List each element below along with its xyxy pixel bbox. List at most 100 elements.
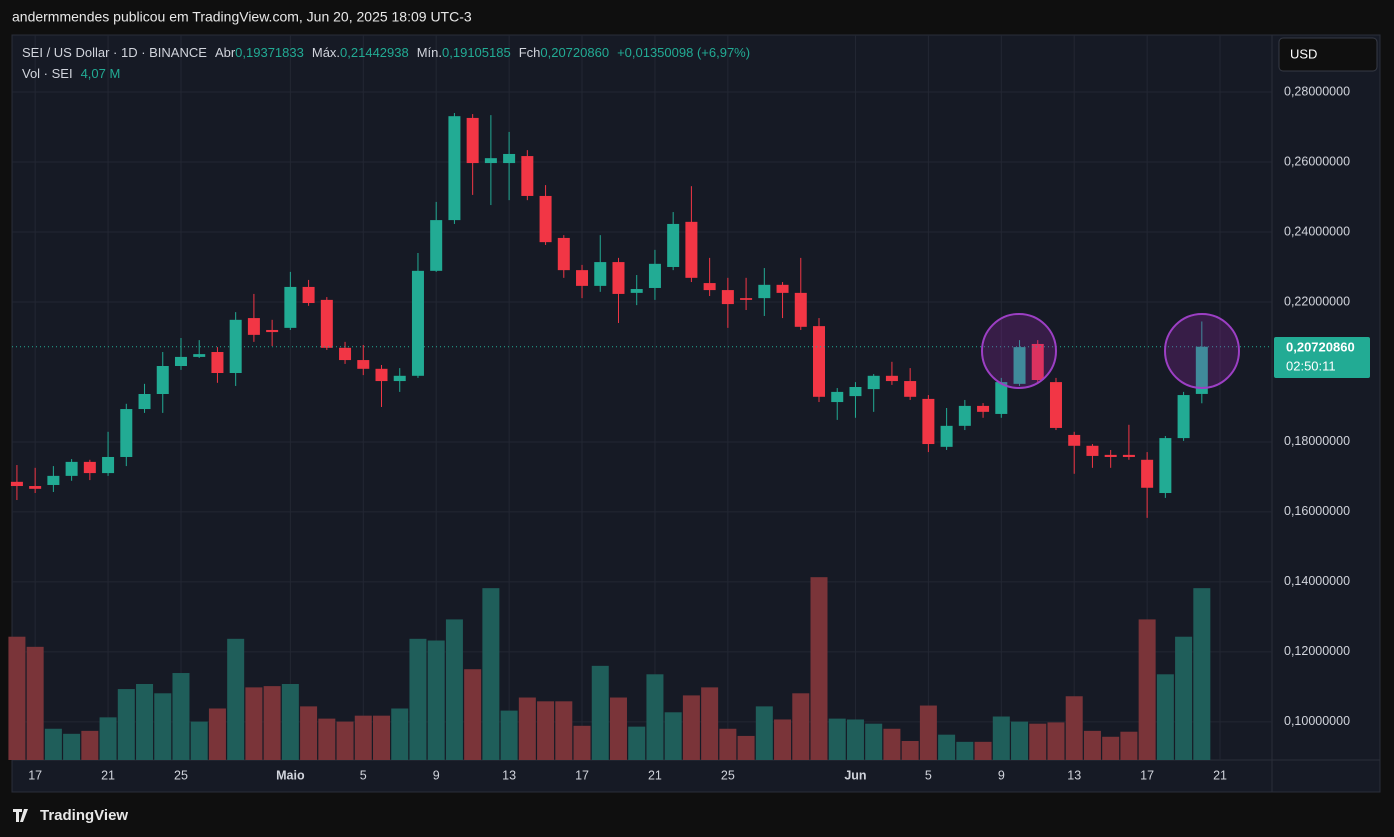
y-tick-label: 0,16000000 xyxy=(1284,504,1350,518)
volume-bar xyxy=(117,689,135,760)
candle-body xyxy=(156,366,169,395)
candle-body xyxy=(758,284,771,299)
x-tick-label: 5 xyxy=(360,768,367,782)
candle-body xyxy=(594,262,607,286)
volume-bar xyxy=(846,719,864,760)
candle-body xyxy=(1122,454,1135,457)
volume-bar xyxy=(774,719,792,760)
candle-body xyxy=(47,475,60,485)
candle-body xyxy=(776,284,789,293)
candle-body xyxy=(1068,434,1081,446)
candle-body xyxy=(995,382,1008,414)
volume-bar xyxy=(1193,588,1211,760)
x-tick-label: 13 xyxy=(502,768,516,782)
volume-bar xyxy=(1083,730,1101,760)
volume-bar xyxy=(810,577,828,760)
candle-body xyxy=(539,195,552,243)
candle-body xyxy=(302,286,315,304)
volume-bar xyxy=(974,741,992,760)
candle-body xyxy=(740,298,753,300)
x-tick-label: 21 xyxy=(101,768,115,782)
x-tick-label: 21 xyxy=(1213,768,1227,782)
volume-bar xyxy=(208,708,226,760)
volume-bar xyxy=(591,665,609,760)
volume-bar xyxy=(865,723,883,760)
candle-body xyxy=(1195,346,1208,394)
x-tick-label: 25 xyxy=(721,768,735,782)
candle-body xyxy=(193,354,206,357)
candle-body xyxy=(831,391,844,403)
candle-body xyxy=(940,425,953,447)
volume-bar xyxy=(336,721,354,760)
volume-bar xyxy=(391,708,409,760)
candle-body xyxy=(411,270,424,376)
x-tick-label: 17 xyxy=(575,768,589,782)
volume-bar xyxy=(1120,731,1138,760)
highlight-circle xyxy=(981,313,1057,389)
volume-bar xyxy=(646,674,664,760)
y-tick-label: 0,14000000 xyxy=(1284,574,1350,588)
y-tick-label: 0,10000000 xyxy=(1284,714,1350,728)
volume-bar xyxy=(445,619,463,760)
volume-bar xyxy=(737,735,755,760)
candle-body xyxy=(339,347,352,361)
candle-body xyxy=(138,394,151,410)
volume-bar xyxy=(464,669,482,760)
candle-body xyxy=(448,116,461,221)
volume-label: Vol · SEI xyxy=(22,66,73,81)
volume-bar xyxy=(81,730,99,760)
volume-bar xyxy=(190,721,208,760)
candle-body xyxy=(794,292,807,327)
legend-row: SEI / US Dollar · 1D · BINANCE Abr0,19371… xyxy=(22,45,750,60)
candle-body xyxy=(484,158,497,164)
candle-body xyxy=(357,360,370,369)
y-tick-label: 0,18000000 xyxy=(1284,434,1350,448)
currency-label[interactable]: USD xyxy=(1290,46,1317,61)
candle-body xyxy=(557,237,570,271)
volume-bar xyxy=(1029,723,1047,760)
x-tick-label: 17 xyxy=(1140,768,1154,782)
close-label: Fch xyxy=(519,45,541,60)
volume-bar xyxy=(701,687,719,760)
currency-button[interactable] xyxy=(1278,37,1378,72)
volume-bar xyxy=(992,716,1010,760)
highlight-circle xyxy=(1164,313,1240,389)
volume-bar xyxy=(427,640,445,760)
candle-body xyxy=(612,262,625,294)
volume-bar xyxy=(555,701,573,760)
volume-bar xyxy=(300,706,318,760)
candle-body xyxy=(922,398,935,445)
x-tick-label: Jun xyxy=(844,768,866,782)
candle-body xyxy=(1086,445,1099,456)
volume-bar xyxy=(373,715,391,760)
x-tick-label: 9 xyxy=(433,768,440,782)
candle-body xyxy=(813,326,826,397)
volume-bar xyxy=(1102,736,1120,760)
candle-body xyxy=(721,290,734,305)
low-label: Mín. xyxy=(417,45,442,60)
high-value: 0,21442938 xyxy=(340,45,409,60)
x-tick-label: Maio xyxy=(276,768,305,782)
volume-bar xyxy=(263,686,281,760)
candle-body xyxy=(576,270,589,286)
y-tick-label: 0,24000000 xyxy=(1284,224,1350,238)
footer-logo: TradingView xyxy=(13,807,128,824)
candle-body xyxy=(685,221,698,278)
volume-bar xyxy=(1156,674,1174,760)
candle-body xyxy=(229,319,242,374)
x-tick-label: 5 xyxy=(925,768,932,782)
candle-body xyxy=(120,409,133,457)
volume-bar xyxy=(318,718,336,760)
open-value: 0,19371833 xyxy=(235,45,304,60)
candle-body xyxy=(648,263,661,288)
volume-bar xyxy=(136,684,154,760)
volume-bar xyxy=(956,741,974,760)
volume-bar xyxy=(919,705,937,760)
candle-body xyxy=(320,299,333,348)
volume-bar xyxy=(883,728,901,760)
y-tick-label: 0,26000000 xyxy=(1284,154,1350,168)
close-value: 0,20720860 xyxy=(540,45,609,60)
candle-body xyxy=(867,375,880,390)
volume-bar xyxy=(573,725,591,760)
